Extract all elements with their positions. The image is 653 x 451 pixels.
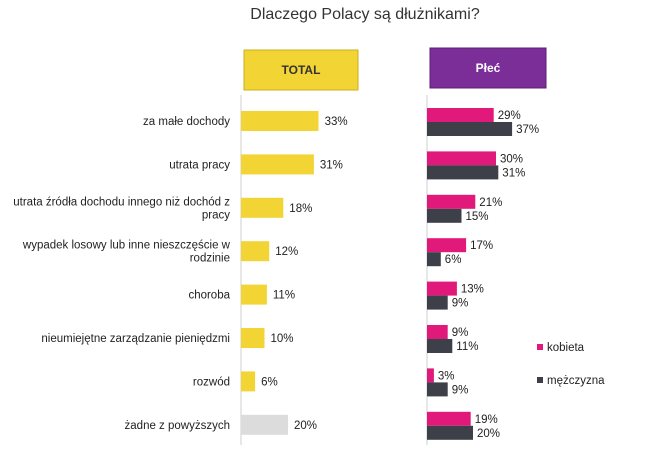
total-value-label: 11% (273, 290, 295, 302)
mezczyzna-bar (427, 382, 448, 397)
category-label-line: za małe dochody (143, 116, 230, 128)
kobieta-bar (427, 325, 448, 339)
category-label: żadne z powyższych (125, 420, 230, 432)
total-header-box (243, 49, 359, 91)
chart-title: Dlaczego Polacy są dłużnikami? (250, 6, 480, 23)
category-label: za małe dochody (143, 116, 230, 128)
category-label: choroba (188, 290, 230, 302)
category-label-line: utrata źródła dochodu innego niż dochód … (13, 196, 230, 208)
mezczyzna-value-label: 15% (466, 211, 489, 223)
total-value-label: 31% (320, 159, 343, 171)
kobieta-value-label: 19% (475, 414, 498, 426)
category-label-line: choroba (188, 290, 230, 302)
mezczyzna-value-label: 6% (445, 254, 462, 266)
category-label: wypadek losowy lub inne nieszczęście w ro… (22, 240, 231, 265)
total-bar (241, 328, 265, 348)
total-bar (241, 241, 270, 262)
mezczyzna-bar (427, 295, 448, 310)
legend-swatch-mezczyzna (537, 377, 543, 383)
total-header: TOTAL (243, 49, 359, 91)
total-value-label: 12% (275, 246, 298, 258)
mezczyzna-value-label: 11% (456, 341, 478, 353)
category-label: utrata pracy (169, 159, 230, 171)
total-bar (241, 197, 284, 218)
mezczyzna-bar (427, 208, 462, 223)
gender-bars: 29% 37% 30% 31% 21% 15% 17% 6% 13% 9% 9% 11% 3% 9% 19%… (427, 108, 539, 440)
category-label-line: rodzinie (190, 253, 230, 265)
kobieta-bar (427, 281, 457, 296)
mezczyzna-bar (427, 339, 453, 353)
legend-label-kobieta: kobieta (547, 342, 585, 354)
category-label: utrata źródła dochodu innego niż dochód … (13, 196, 230, 221)
kobieta-bar (427, 108, 494, 122)
total-value-label: 18% (289, 203, 312, 215)
gender-header-label: Płeć (476, 61, 501, 75)
kobieta-bar (427, 194, 476, 209)
total-value-label: 20% (294, 420, 317, 432)
mezczyzna-value-label: 37% (516, 124, 539, 136)
gender-header: Płeć (429, 47, 547, 89)
gender-header-box (429, 47, 547, 89)
category-label-line: wypadek losowy lub inne nieszczęście w (22, 240, 231, 252)
category-labels: za małe dochody utrata pracy utrata źródła… (13, 116, 230, 432)
mezczyzna-value-label: 9% (452, 384, 469, 396)
category-label-line: nieumiejętne zarządzanie pieniędzmi (41, 333, 230, 345)
total-header-label: TOTAL (282, 63, 321, 77)
kobieta-value-label: 3% (438, 370, 455, 382)
kobieta-value-label: 30% (500, 153, 523, 165)
kobieta-bar (427, 151, 496, 166)
total-bars: 33% 31% 18% 12% 11% 10% 6% 20% (241, 111, 348, 435)
mezczyzna-value-label: 9% (452, 298, 469, 310)
total-bar (241, 414, 288, 435)
total-value-label: 10% (271, 333, 294, 345)
total-value-label: 33% (325, 116, 348, 128)
legend-swatch-kobieta (537, 344, 543, 350)
total-bar (241, 154, 314, 175)
kobieta-bar (427, 411, 471, 426)
kobieta-bar (427, 368, 434, 383)
mezczyzna-bar (427, 165, 499, 180)
category-label: rozwód (193, 376, 230, 388)
legend-label-mezczyzna: mężczyzna (547, 375, 605, 387)
category-label-line: pracy (202, 209, 230, 221)
category-label-line: utrata pracy (169, 159, 230, 171)
kobieta-value-label: 29% (498, 110, 521, 122)
mezczyzna-bar (427, 425, 473, 440)
total-bar (241, 371, 256, 392)
kobieta-value-label: 9% (452, 327, 469, 339)
mezczyzna-value-label: 20% (477, 428, 500, 440)
category-label-line: rozwód (193, 376, 230, 388)
mezczyzna-bar (427, 122, 513, 136)
category-label-line: żadne z powyższych (125, 420, 230, 432)
mezczyzna-value-label: 31% (502, 167, 525, 179)
total-bar (241, 284, 267, 305)
mezczyzna-bar (427, 252, 441, 267)
kobieta-value-label: 17% (470, 240, 493, 252)
kobieta-value-label: 13% (461, 284, 484, 296)
legend: kobieta mężczyzna (537, 342, 605, 387)
category-label: nieumiejętne zarządzanie pieniędzmi (41, 333, 230, 345)
total-bar (241, 111, 319, 131)
total-value-label: 6% (261, 376, 278, 388)
kobieta-value-label: 21% (479, 197, 502, 209)
kobieta-bar (427, 238, 467, 253)
